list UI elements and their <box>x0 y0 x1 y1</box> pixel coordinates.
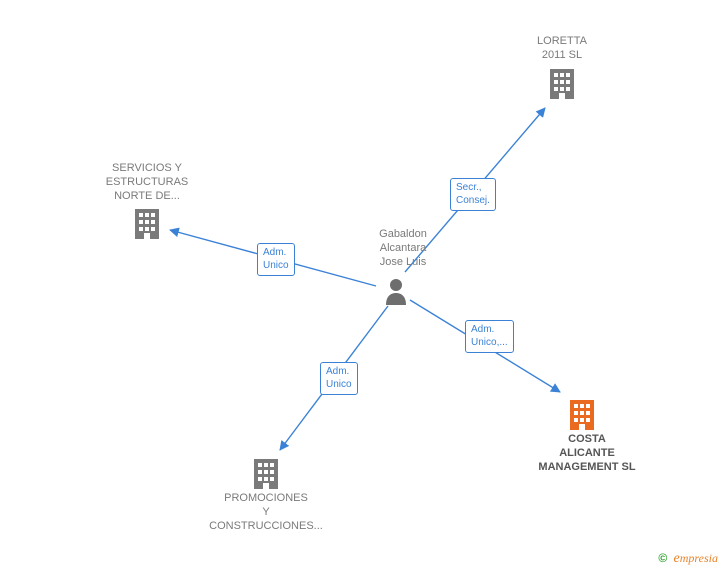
building-icon-loretta[interactable] <box>548 67 576 99</box>
edge-label-loretta: Secr., Consej. <box>450 178 496 211</box>
edge-label-costa: Adm. Unico,... <box>465 320 514 353</box>
brand-name: empresia <box>674 551 718 565</box>
person-icon[interactable] <box>384 277 408 305</box>
edge-label-servicios: Adm. Unico <box>257 243 295 276</box>
center-person-label: Gabaldon Alcantara Jose Luis <box>363 228 443 269</box>
node-label-promociones: PROMOCIONES Y CONSTRUCCIONES... <box>196 492 336 533</box>
node-label-loretta: LORETTA 2011 SL <box>522 35 602 63</box>
building-icon-costa[interactable] <box>568 398 596 430</box>
node-label-costa: COSTA ALICANTE MANAGEMENT SL <box>522 433 652 474</box>
edges-layer <box>0 0 728 575</box>
building-icon-promociones[interactable] <box>252 457 280 489</box>
building-icon-servicios[interactable] <box>133 207 161 239</box>
watermark: © empresia <box>658 551 718 567</box>
edge-label-promociones: Adm. Unico <box>320 362 358 395</box>
node-label-servicios: SERVICIOS Y ESTRUCTURAS NORTE DE... <box>92 162 202 203</box>
copyright-icon: © <box>658 551 667 565</box>
